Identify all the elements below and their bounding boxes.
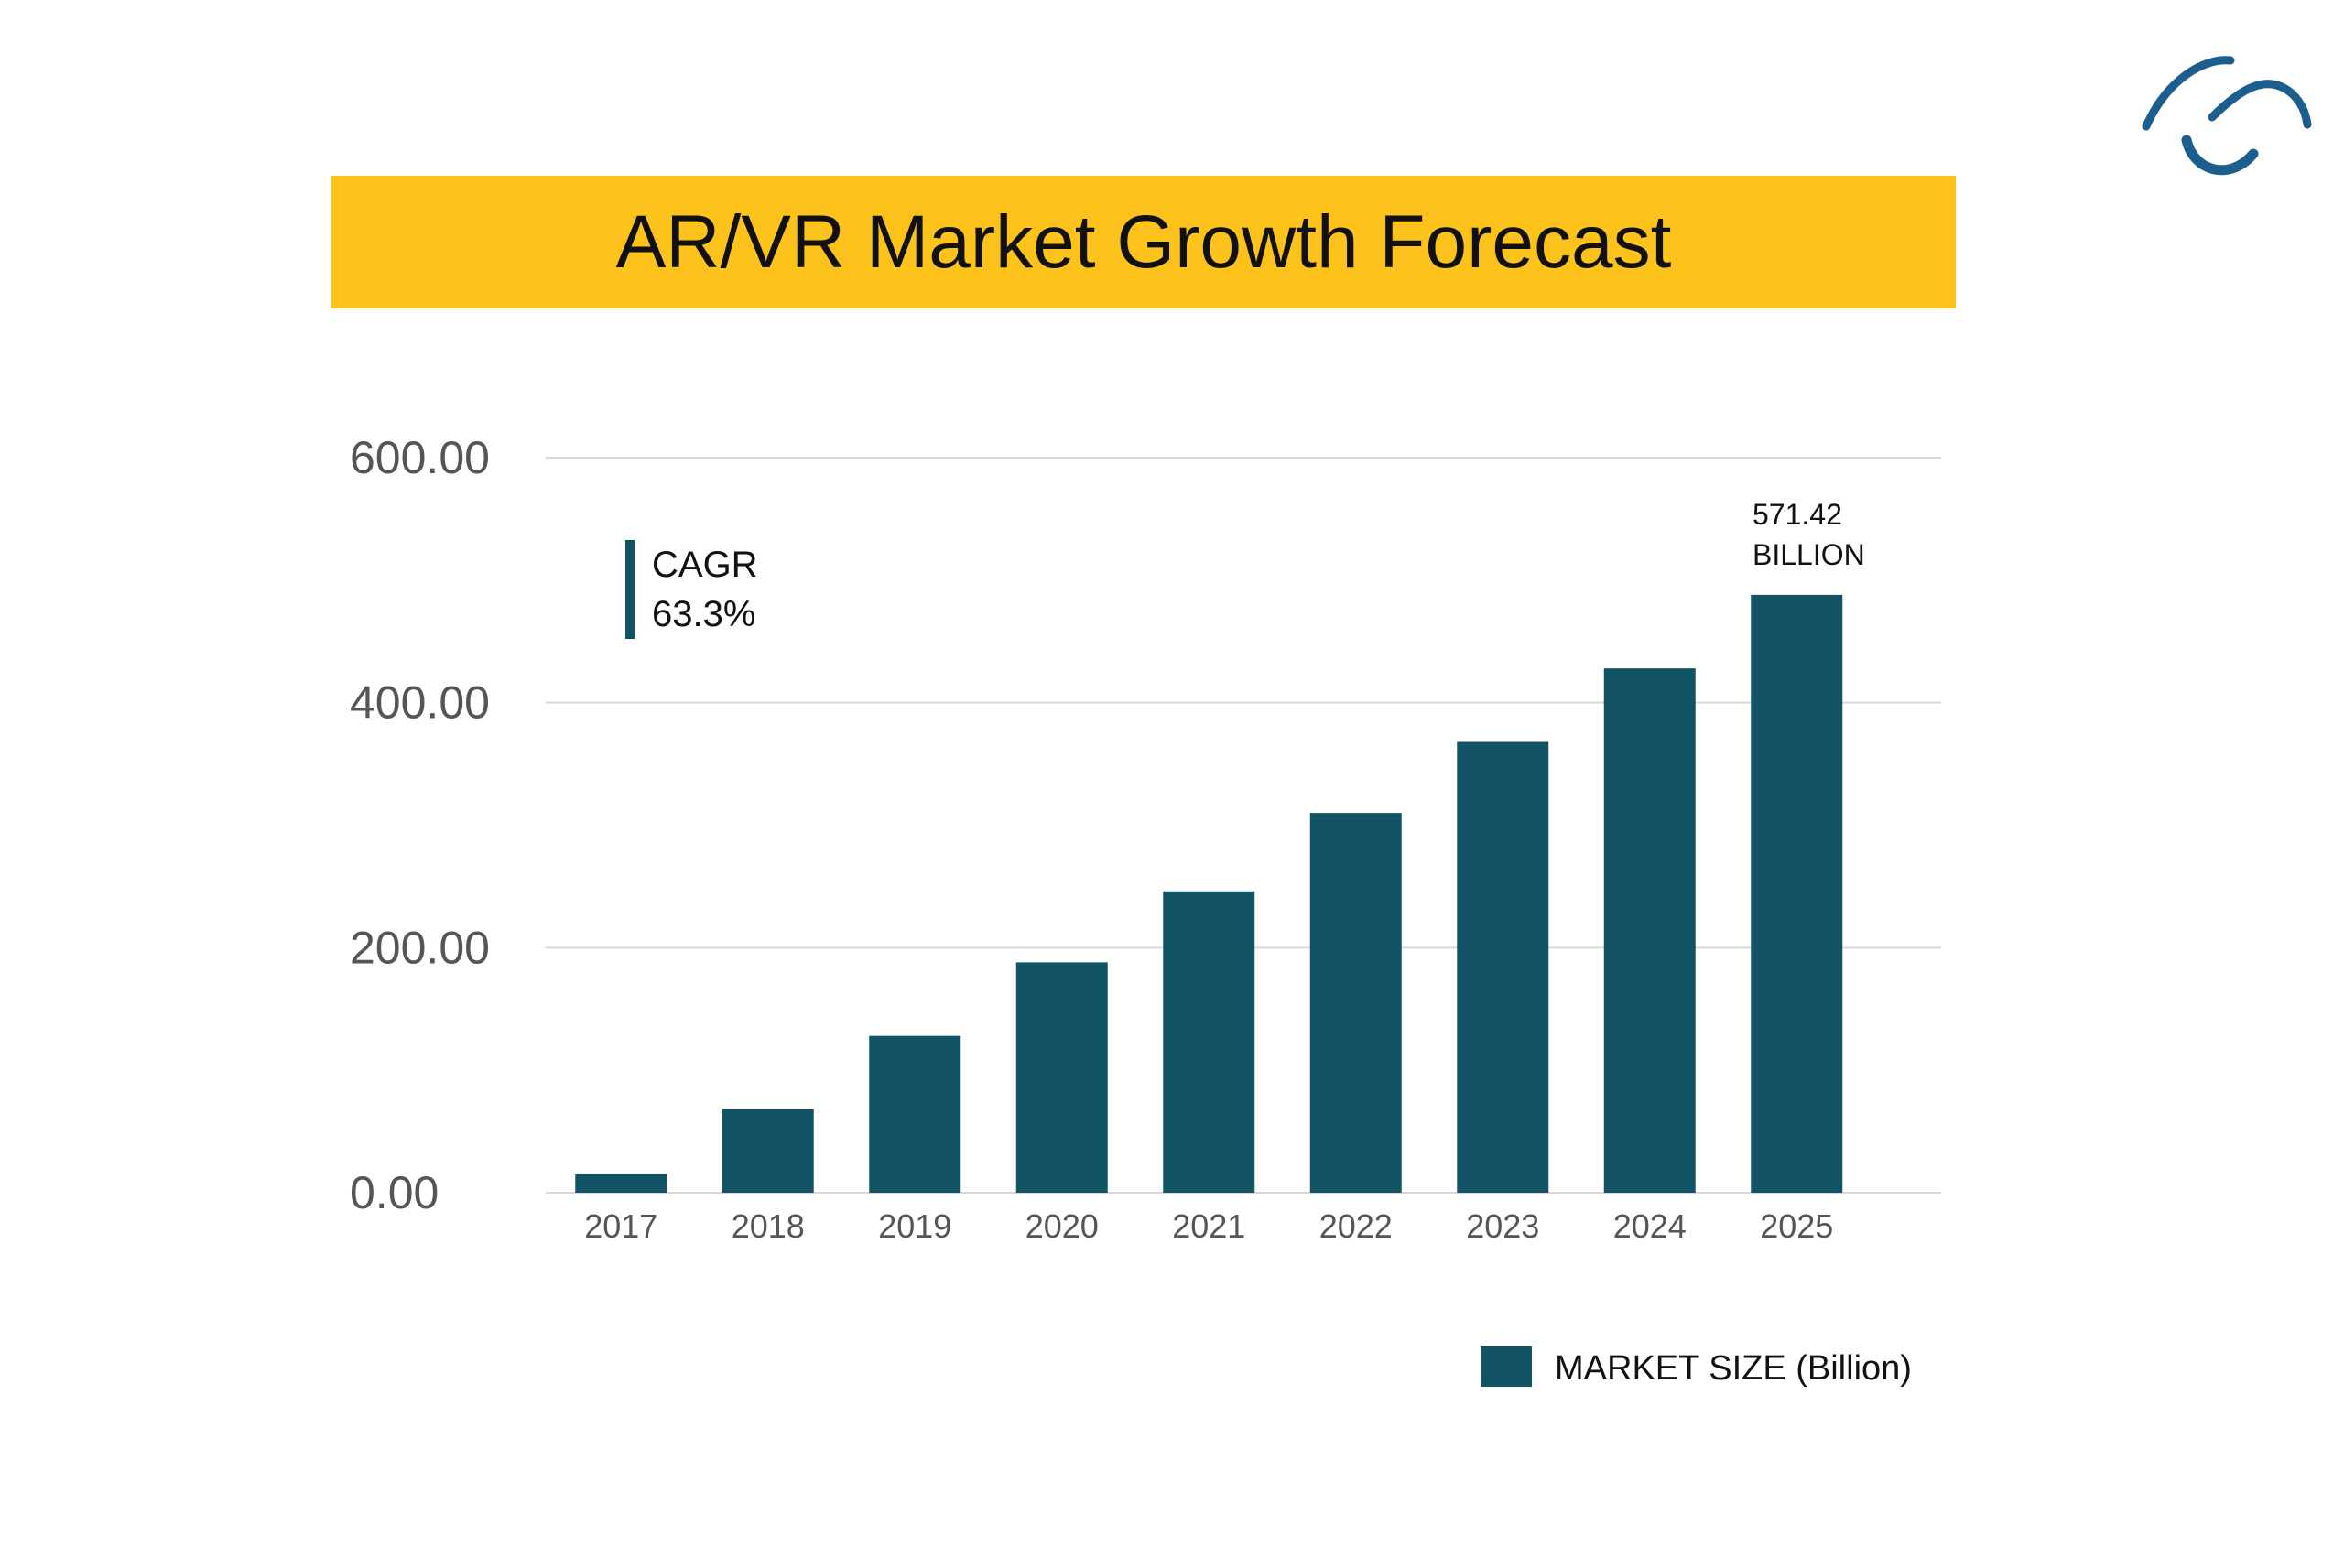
y-tick-label: 200.00	[350, 922, 490, 973]
x-tick-label: 2019	[878, 1207, 951, 1245]
cagr-value: 63.3%	[652, 594, 755, 634]
bar-2022	[1309, 813, 1402, 1193]
cagr-annotation: CAGR 63.3%	[625, 540, 758, 639]
x-tick-label: 2018	[732, 1207, 805, 1245]
bar-2023	[1457, 741, 1549, 1193]
bar-2024	[1603, 668, 1696, 1193]
y-tick-label: 400.00	[350, 677, 490, 729]
bar-2025	[1751, 594, 1843, 1193]
x-tick-label: 2024	[1613, 1207, 1687, 1245]
bar-2021	[1163, 891, 1255, 1193]
last-value-number: 571.42	[1753, 498, 1842, 531]
wave-smile-logo-icon	[2142, 56, 2312, 176]
y-tick-label: 600.00	[350, 432, 490, 483]
bar-2017	[575, 1173, 667, 1193]
cagr-label: CAGR	[652, 545, 758, 585]
bar-2018	[722, 1108, 814, 1193]
title-band: AR/VR Market Growth Forecast	[331, 176, 1956, 308]
x-tick-label: 2022	[1319, 1207, 1393, 1245]
x-tick-label: 2025	[1760, 1207, 1833, 1245]
last-value-unit: BILLION	[1753, 538, 1865, 571]
chart-title: AR/VR Market Growth Forecast	[615, 200, 1672, 284]
x-tick-label: 2023	[1466, 1207, 1539, 1245]
x-tick-label: 2021	[1172, 1207, 1245, 1245]
x-tick-label: 2017	[584, 1207, 657, 1245]
y-tick-label: 0.00	[350, 1167, 439, 1218]
legend: MARKET SIZE (Billion)	[1481, 1346, 1912, 1388]
x-tick-label: 2020	[1026, 1207, 1099, 1245]
legend-swatch	[1481, 1346, 1532, 1387]
last-value-annotation: 571.42 BILLION	[1753, 498, 1865, 571]
bar-2019	[869, 1035, 961, 1193]
legend-label: MARKET SIZE (Billion)	[1555, 1349, 1912, 1388]
cagr-marker	[625, 540, 635, 639]
brand-logo	[2139, 53, 2313, 190]
bar-2020	[1015, 962, 1108, 1193]
